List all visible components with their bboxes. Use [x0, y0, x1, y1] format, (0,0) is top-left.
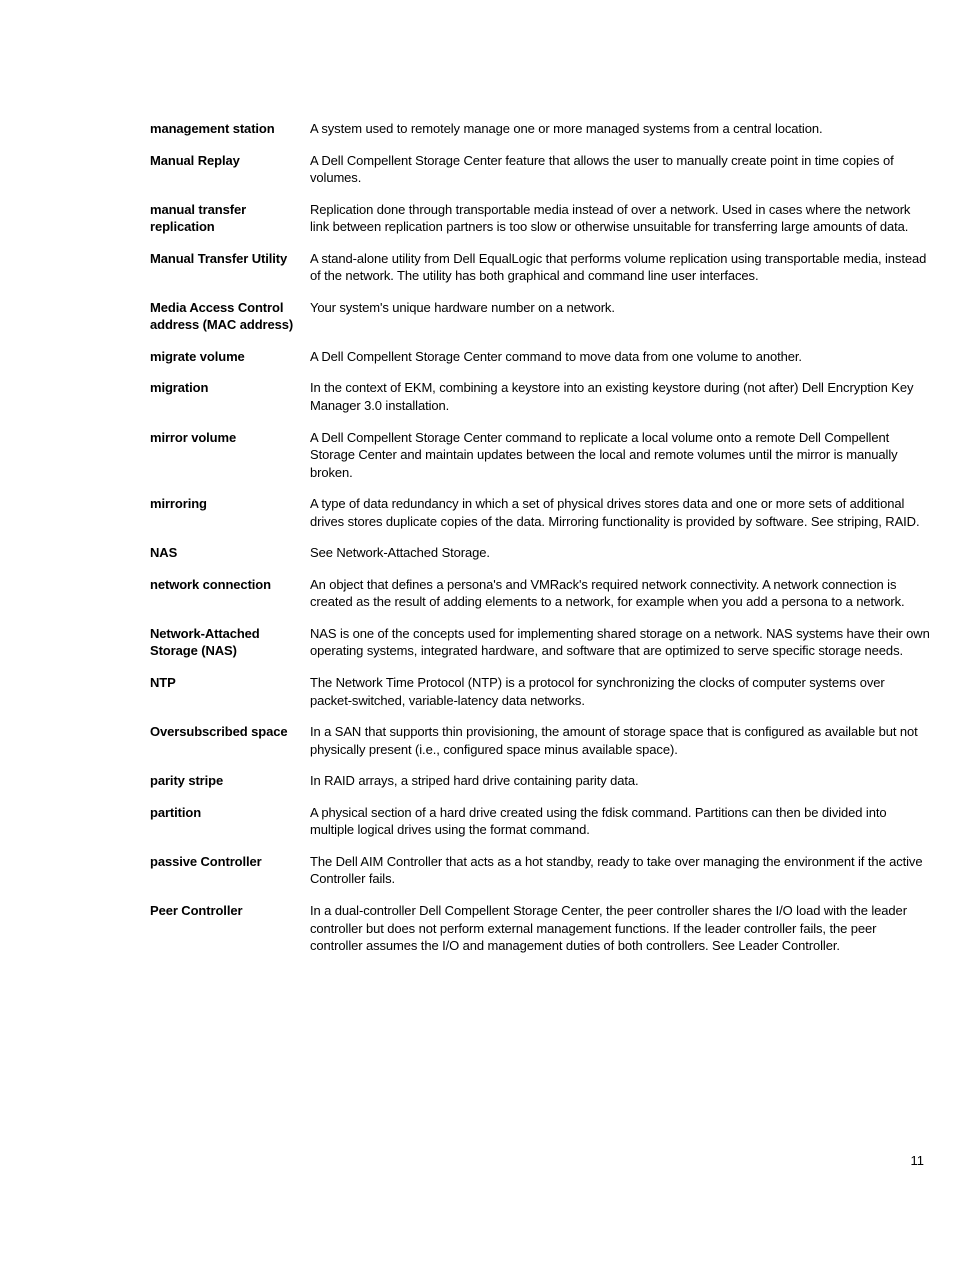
glossary-entry: parity stripeIn RAID arrays, a striped h…: [150, 772, 930, 790]
glossary-definition: Your system's unique hardware number on …: [310, 299, 930, 317]
glossary-entry: Network-Attached Storage (NAS)NAS is one…: [150, 625, 930, 660]
glossary-term: Manual Transfer Utility: [150, 250, 310, 268]
page-number: 11: [911, 1153, 925, 1168]
glossary-term: NTP: [150, 674, 310, 692]
glossary-entry: Oversubscribed spaceIn a SAN that suppor…: [150, 723, 930, 758]
glossary-definition: NAS is one of the concepts used for impl…: [310, 625, 930, 660]
glossary-entry: migrate volumeA Dell Compellent Storage …: [150, 348, 930, 366]
glossary-definition: A Dell Compellent Storage Center command…: [310, 348, 930, 366]
glossary-term: Peer Controller: [150, 902, 310, 920]
glossary-definition: Replication done through transportable m…: [310, 201, 930, 236]
glossary-term: Network-Attached Storage (NAS): [150, 625, 310, 660]
glossary-definition: A system used to remotely manage one or …: [310, 120, 930, 138]
glossary-definition: An object that defines a persona's and V…: [310, 576, 930, 611]
glossary-entry: network connectionAn object that defines…: [150, 576, 930, 611]
glossary-definition: A Dell Compellent Storage Center feature…: [310, 152, 930, 187]
glossary-definition: In the context of EKM, combining a keyst…: [310, 379, 930, 414]
glossary-page: management stationA system used to remot…: [0, 0, 954, 1268]
glossary-term: network connection: [150, 576, 310, 594]
glossary-term: Media Access Control address (MAC addres…: [150, 299, 310, 334]
glossary-entry: mirror volumeA Dell Compellent Storage C…: [150, 429, 930, 482]
glossary-term: Manual Replay: [150, 152, 310, 170]
glossary-definition: A type of data redundancy in which a set…: [310, 495, 930, 530]
glossary-entries: management stationA system used to remot…: [150, 120, 930, 955]
glossary-entry: management stationA system used to remot…: [150, 120, 930, 138]
glossary-term: mirroring: [150, 495, 310, 513]
glossary-definition: In RAID arrays, a striped hard drive con…: [310, 772, 930, 790]
glossary-term: partition: [150, 804, 310, 822]
glossary-definition: In a SAN that supports thin provisioning…: [310, 723, 930, 758]
glossary-definition: A physical section of a hard drive creat…: [310, 804, 930, 839]
glossary-definition: The Network Time Protocol (NTP) is a pro…: [310, 674, 930, 709]
glossary-definition: A Dell Compellent Storage Center command…: [310, 429, 930, 482]
glossary-definition: In a dual-controller Dell Compellent Sto…: [310, 902, 930, 955]
glossary-entry: manual transfer replicationReplication d…: [150, 201, 930, 236]
glossary-entry: migrationIn the context of EKM, combinin…: [150, 379, 930, 414]
glossary-entry: mirroringA type of data redundancy in wh…: [150, 495, 930, 530]
glossary-term: migrate volume: [150, 348, 310, 366]
glossary-entry: Media Access Control address (MAC addres…: [150, 299, 930, 334]
glossary-term: NAS: [150, 544, 310, 562]
glossary-term: manual transfer replication: [150, 201, 310, 236]
glossary-entry: passive ControllerThe Dell AIM Controlle…: [150, 853, 930, 888]
glossary-definition: A stand-alone utility from Dell EqualLog…: [310, 250, 930, 285]
glossary-entry: partitionA physical section of a hard dr…: [150, 804, 930, 839]
glossary-definition: The Dell AIM Controller that acts as a h…: [310, 853, 930, 888]
glossary-term: passive Controller: [150, 853, 310, 871]
glossary-term: parity stripe: [150, 772, 310, 790]
glossary-entry: Peer ControllerIn a dual-controller Dell…: [150, 902, 930, 955]
glossary-entry: Manual ReplayA Dell Compellent Storage C…: [150, 152, 930, 187]
glossary-term: migration: [150, 379, 310, 397]
glossary-entry: NTPThe Network Time Protocol (NTP) is a …: [150, 674, 930, 709]
glossary-entry: NAS See Network-Attached Storage.: [150, 544, 930, 562]
glossary-term: management station: [150, 120, 310, 138]
glossary-definition: See Network-Attached Storage.: [310, 544, 930, 562]
glossary-term: Oversubscribed space: [150, 723, 310, 741]
glossary-term: mirror volume: [150, 429, 310, 447]
glossary-entry: Manual Transfer UtilityA stand-alone uti…: [150, 250, 930, 285]
